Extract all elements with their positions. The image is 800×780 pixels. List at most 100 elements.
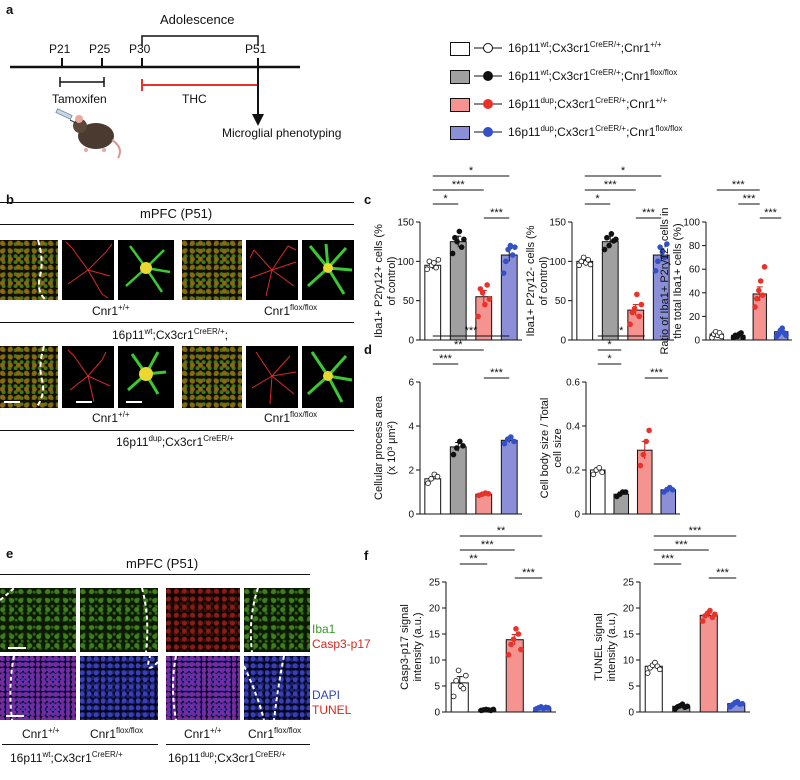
data-point (435, 256, 442, 263)
micrograph-e-wt-pp-tunel (0, 656, 76, 720)
data-point (510, 636, 517, 642)
data-point (596, 464, 603, 471)
data-point (454, 238, 460, 245)
adolescence-bracket (141, 35, 259, 46)
data-point (485, 490, 492, 497)
data-point (484, 282, 490, 288)
bar (636, 449, 653, 515)
significance-label: *** (675, 539, 689, 551)
y-tick-label: 0.6 (566, 378, 580, 389)
data-point (606, 242, 612, 249)
y-tick-label: 100 (549, 257, 566, 268)
data-point (739, 700, 746, 707)
timepoint-p30: P30 (129, 42, 151, 56)
legend-label: 16p11dup;Cx3cr1CreER/+;Cnr1+/+ (508, 96, 668, 111)
arrow-head-icon (252, 114, 264, 126)
significance-label: *** (661, 553, 675, 565)
y-tick-label: 15 (429, 630, 441, 641)
significance-label: *** (604, 179, 618, 191)
significance-label: * (621, 165, 626, 177)
data-point (455, 667, 462, 674)
significance-label: * (607, 353, 612, 365)
y-tick-label: 80 (689, 241, 701, 252)
data-point (712, 611, 718, 618)
data-point (507, 242, 514, 249)
legend-swatch (450, 98, 470, 112)
data-point (460, 442, 466, 449)
y-tick-label: 6 (408, 378, 414, 389)
data-point (631, 305, 638, 312)
significance-label: *** (716, 567, 730, 579)
significance-label: * (443, 193, 448, 205)
data-point (434, 473, 441, 480)
micrograph-wt-ff-trace (246, 240, 298, 300)
data-point (486, 296, 493, 302)
y-tick-label: 50 (403, 296, 415, 307)
micrograph-wt-pp-cell (118, 240, 174, 300)
data-point (453, 445, 460, 451)
micrograph-e-wt-ff-iba1 (80, 588, 158, 652)
data-point (515, 631, 522, 637)
data-point (590, 471, 597, 478)
data-point (738, 330, 744, 336)
legend: 16p11wt;Cx3cr1CreER/+;Cnr1+/+ 16p11wt;Cx3… (450, 38, 790, 148)
data-point (599, 469, 605, 476)
micrograph-dup-ff-cell (302, 346, 354, 408)
significance-label: * (595, 193, 600, 205)
significance-label: ** (497, 525, 506, 537)
data-point (424, 266, 430, 273)
adolescence-label: Adolescence (160, 12, 235, 27)
e-wt-genotype: 16p11wt;Cx3cr1CreER/+ (10, 750, 123, 765)
data-point (664, 241, 670, 247)
panel-label-a: a (6, 2, 14, 17)
y-tick-label: 0 (408, 336, 414, 347)
data-point (718, 333, 725, 340)
y-tick-label: 60 (689, 265, 701, 276)
significance-label: *** (481, 539, 495, 551)
wt-genotype-label: 16p11wt;Cx3cr1CreER/+; (112, 327, 229, 342)
micrograph-wt-pp-trace (62, 240, 114, 300)
label-wt-cnr1-ff: Cnr1flox/flox (264, 303, 318, 318)
legend-swatch (450, 42, 470, 56)
y-tick-label: 50 (555, 296, 567, 307)
y-tick-label: 4 (408, 422, 414, 433)
significance-label: * (619, 325, 624, 337)
data-point (634, 291, 640, 298)
data-point (456, 228, 463, 235)
data-point (655, 258, 661, 265)
data-point (450, 693, 457, 700)
data-point (754, 295, 760, 302)
micrograph-e-dup-pp-tunel (166, 656, 240, 720)
data-point (644, 670, 651, 676)
thc-label: THC (182, 92, 207, 106)
y-axis-label: Ratio of Iba1+ P2ry12- cells inthe total… (659, 207, 684, 354)
panel-label-e: e (6, 546, 14, 561)
micrograph-wt-ff-cell (302, 240, 354, 300)
mouse-icon (73, 115, 121, 159)
y-tick-label: 0 (628, 708, 634, 719)
data-point (460, 685, 467, 692)
panel-label-c: c (364, 192, 372, 207)
data-point (604, 234, 610, 241)
significance-label: *** (732, 179, 746, 191)
y-axis-label: Iba1+ P2ry12- cells (%of control) (525, 225, 550, 336)
data-point (475, 313, 481, 320)
significance-label: *** (642, 207, 656, 219)
legend-swatch (450, 126, 470, 140)
data-point (587, 261, 594, 268)
data-point (661, 254, 668, 261)
data-point (453, 677, 459, 684)
y-tick-label: 0 (560, 336, 566, 347)
legend-line-dot-icon (474, 69, 502, 86)
data-point (509, 252, 516, 258)
data-point (608, 231, 615, 237)
y-tick-label: 0 (434, 708, 440, 719)
y-tick-label: 100 (397, 257, 414, 268)
y-tick-label: 2 (408, 466, 414, 477)
data-point (637, 462, 644, 469)
y-axis-label: Iba1+ P2ry12+ cells (%of control) (373, 224, 398, 338)
significance-label: *** (490, 207, 504, 219)
